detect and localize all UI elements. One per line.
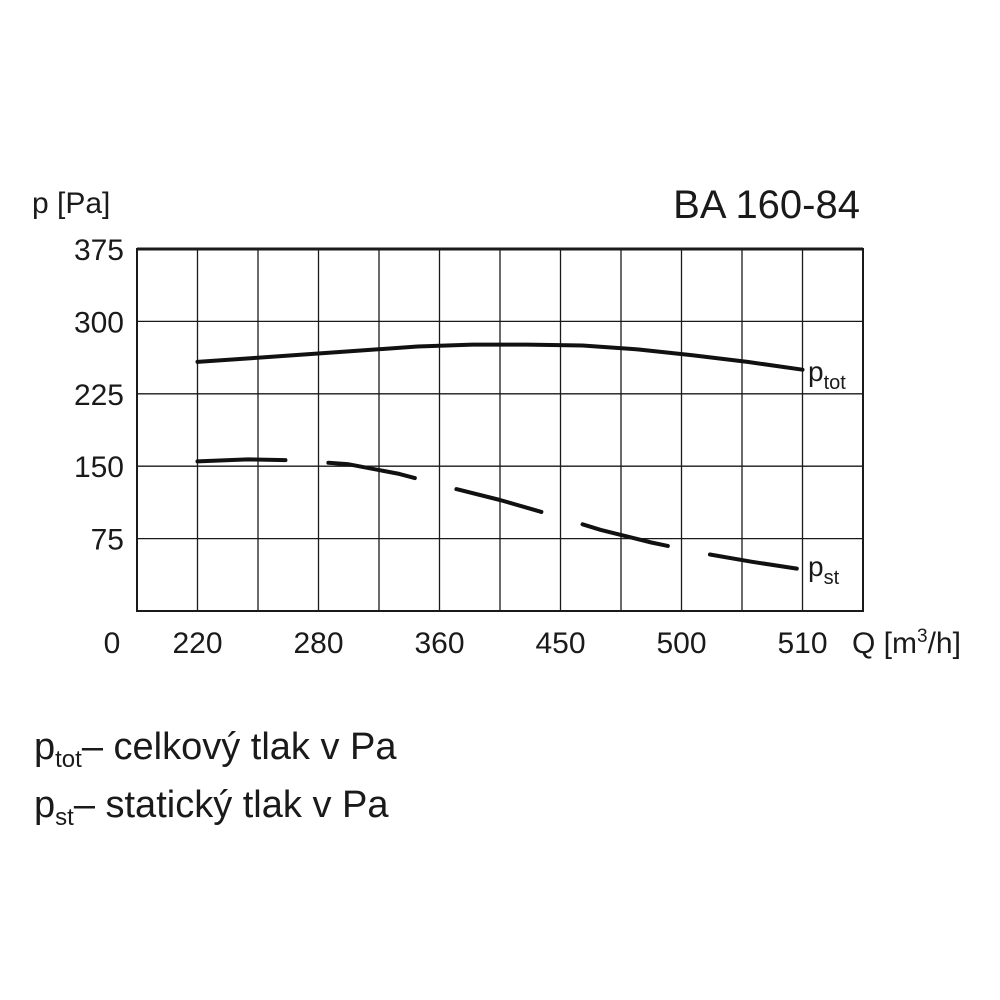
- y-tick-label: 75: [91, 524, 124, 557]
- x-tick-label: 360: [414, 627, 464, 660]
- legend-ptot-symbol: p: [34, 726, 56, 768]
- series-line-pst: [195, 457, 805, 572]
- y-tick-label: 300: [74, 306, 124, 339]
- series-layer: [195, 342, 805, 572]
- x-origin-label: 0: [104, 627, 121, 660]
- grid: [136, 247, 864, 612]
- x-tick-label: 510: [777, 627, 827, 660]
- legend-pst: pst– statický tlak v Pa: [34, 786, 388, 830]
- legend-pst-symbol: p: [34, 784, 56, 826]
- y-tick-label: 225: [74, 379, 124, 412]
- y-tick-label: 150: [74, 451, 124, 484]
- x-tick-label: 280: [293, 627, 343, 660]
- chart-title: BA 160-84: [673, 183, 860, 227]
- x-axis-label: Q [m3/h]: [852, 626, 961, 660]
- y-ticks: 75 150 225 300 375: [74, 234, 124, 557]
- series-label-pst: pst: [808, 551, 840, 589]
- x-axis-label-prefix: Q [m: [852, 627, 917, 660]
- x-tick-label: 450: [535, 627, 585, 660]
- legend-ptot-text: – celkový tlak v Pa: [81, 726, 397, 768]
- series-label-ptot: ptot: [808, 356, 846, 394]
- legend-pst-sub: st: [55, 804, 74, 831]
- y-tick-label: 375: [74, 234, 124, 267]
- x-tick-label: 220: [172, 627, 222, 660]
- x-axis-label-suffix: /h]: [928, 627, 961, 660]
- legend-ptot-sub: tot: [55, 746, 82, 773]
- x-ticks: 0 220 280 360 450 500 510: [104, 627, 828, 660]
- y-axis-label: p [Pa]: [32, 187, 110, 220]
- series-line-ptot: [195, 342, 805, 372]
- legend-ptot: ptot– celkový tlak v Pa: [34, 728, 397, 772]
- x-axis-label-sup: 3: [917, 626, 928, 647]
- x-tick-label: 500: [656, 627, 706, 660]
- legend-pst-text: – statický tlak v Pa: [73, 784, 389, 826]
